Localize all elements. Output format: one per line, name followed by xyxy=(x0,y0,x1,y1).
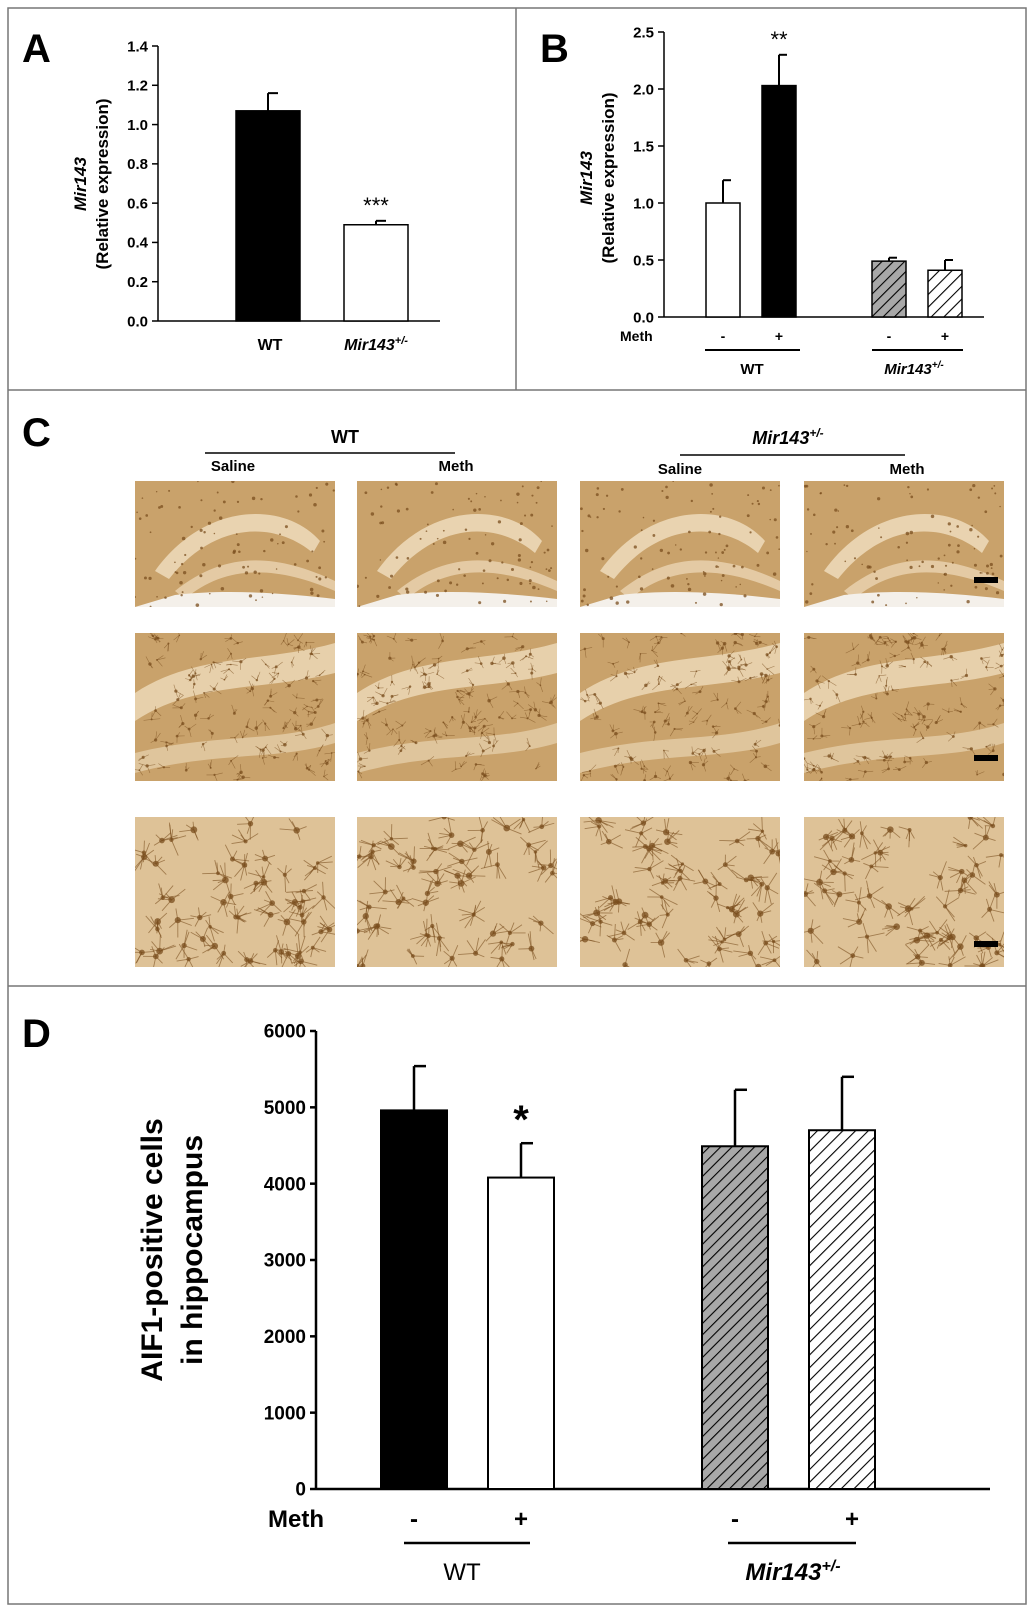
y-tick-label: 1000 xyxy=(264,1403,306,1424)
micrograph xyxy=(135,633,335,781)
meth-sign: + xyxy=(775,328,783,344)
bar xyxy=(705,202,741,318)
scale-bar xyxy=(974,577,998,583)
micrograph xyxy=(357,481,557,607)
micrograph xyxy=(357,817,557,967)
y-axis-label: AIF1-positive cells in hippocampus xyxy=(136,1118,209,1381)
group-label-wt: WT xyxy=(740,361,763,378)
meth-sign: - xyxy=(410,1506,418,1533)
group-label-mir143: Mir143+/- xyxy=(745,1558,840,1586)
bar xyxy=(235,110,301,322)
panel-letter-a: A xyxy=(22,27,51,71)
panel-c: C WT Mir143+/- Saline Meth Saline Meth xyxy=(22,411,1004,967)
meth-sign: - xyxy=(721,328,726,344)
micrograph xyxy=(580,633,780,781)
meth-sign: + xyxy=(941,328,949,344)
significance-label: ** xyxy=(770,27,788,52)
micrograph xyxy=(135,481,335,607)
category-label-mir143: Mir143+/- xyxy=(344,335,408,354)
y-tick-label: 0.6 xyxy=(127,195,148,212)
panel-letter-b: B xyxy=(540,27,569,71)
meth-sign: + xyxy=(514,1506,528,1533)
meth-sign: - xyxy=(887,328,892,344)
y-tick-label: 4000 xyxy=(264,1174,306,1195)
y-axis-label: Mir143 (Relative expression) xyxy=(71,98,112,269)
y-tick-label: 6000 xyxy=(264,1022,306,1043)
y-tick-label: 1.0 xyxy=(127,117,148,134)
bar xyxy=(808,1129,876,1490)
y-tick-label: 1.4 xyxy=(127,38,149,55)
y-tick-label: 0.8 xyxy=(127,156,148,173)
y-tick-label: 1.5 xyxy=(633,138,654,155)
y-tick-label: 1.2 xyxy=(127,78,148,95)
panel-letter-d: D xyxy=(22,1012,51,1056)
col-label-4: Meth xyxy=(890,461,925,478)
y-tick-label: 2.5 xyxy=(633,24,654,41)
bar xyxy=(871,260,907,318)
meth-sign: - xyxy=(731,1506,739,1533)
group-label-mir143: Mir143+/- xyxy=(884,360,944,378)
panel-borders xyxy=(7,7,1027,1605)
y-tick-label: 0.4 xyxy=(127,235,149,252)
panel-a: A 0.0 0.2 0.4 0.6 0.8 1.0 1.2 1.4 *** Mir143 (Rela… xyxy=(22,27,440,354)
panel-c-wt-label: WT xyxy=(331,427,359,447)
micrograph xyxy=(135,817,335,967)
scale-bar xyxy=(974,941,998,947)
meth-label: Meth xyxy=(268,1506,324,1533)
bar xyxy=(343,224,409,322)
y-tick-label: 3000 xyxy=(264,1251,306,1272)
y-tick-label: 1.0 xyxy=(633,195,654,212)
y-tick-label: 0.2 xyxy=(127,274,148,291)
micrograph-grid xyxy=(135,481,1004,967)
group-label-wt: WT xyxy=(443,1559,481,1586)
y-tick-label: 0.5 xyxy=(633,252,654,269)
micrograph xyxy=(580,817,780,967)
panel-d: D 0 1000 2000 3000 4000 5000 6000 * AIF1-positiv… xyxy=(22,1012,990,1586)
col-label-2: Meth xyxy=(439,458,474,475)
bar xyxy=(701,1145,769,1490)
bar xyxy=(487,1176,555,1491)
y-tick-label: 0 xyxy=(295,1480,306,1501)
bar xyxy=(761,84,797,318)
panel-letter-c: C xyxy=(22,411,51,455)
panel-b: B 0.0 0.5 1.0 1.5 2.0 2.5 ** Mir143 (Relative ex… xyxy=(540,24,984,378)
meth-sign: + xyxy=(845,1506,859,1533)
y-tick-label: 2000 xyxy=(264,1327,306,1348)
micrograph xyxy=(804,481,1004,607)
significance-label: *** xyxy=(363,193,389,218)
scale-bar xyxy=(974,755,998,761)
bar xyxy=(380,1109,448,1491)
bar xyxy=(927,269,963,318)
significance-label: * xyxy=(513,1098,529,1142)
micrograph xyxy=(804,817,1004,967)
y-tick-label: 5000 xyxy=(264,1098,306,1119)
meth-label: Meth xyxy=(620,328,653,344)
y-tick-label: 0.0 xyxy=(127,313,148,330)
y-tick-label: 2.0 xyxy=(633,81,654,98)
micrograph xyxy=(804,633,1004,781)
y-axis-label: Mir143 (Relative expression) xyxy=(577,92,618,263)
micrograph xyxy=(357,633,557,781)
col-label-1: Saline xyxy=(211,458,255,475)
panel-c-mir-label: Mir143+/- xyxy=(752,426,823,448)
category-label-wt: WT xyxy=(258,337,283,354)
y-tick-label: 0.0 xyxy=(633,309,654,326)
col-label-3: Saline xyxy=(658,461,702,478)
micrograph xyxy=(580,481,780,607)
